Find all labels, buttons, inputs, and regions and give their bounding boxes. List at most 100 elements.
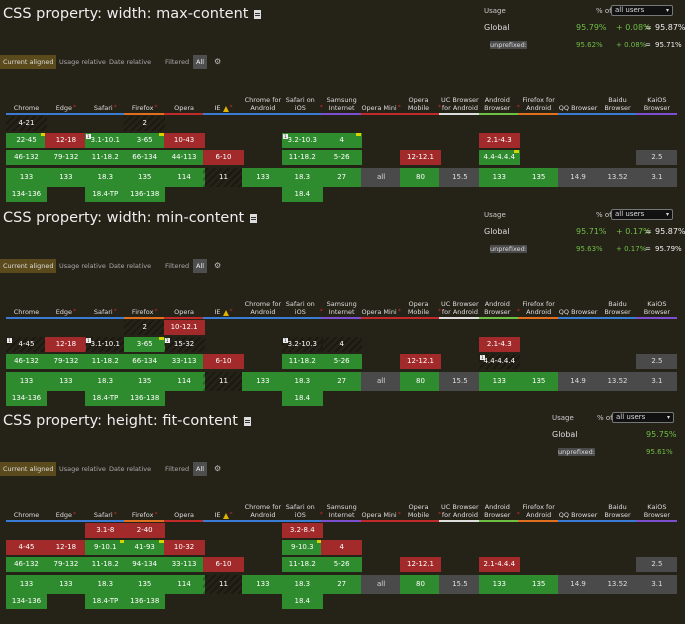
version-cell[interactable]: 133 — [45, 372, 87, 391]
version-cell[interactable]: 4-45 — [6, 540, 47, 555]
version-cell[interactable]: 3.1-10.1 1 — [84, 133, 126, 148]
version-cell[interactable]: 11 — [203, 168, 244, 187]
tab-filtered[interactable]: Filtered — [165, 262, 190, 270]
tab-usage-relative[interactable]: Usage relative — [59, 465, 106, 473]
version-cell[interactable]: all — [360, 168, 402, 187]
version-cell[interactable]: 12-18 — [45, 337, 87, 352]
users-select[interactable]: all users — [611, 5, 673, 16]
version-cell[interactable]: 14.9 — [557, 575, 599, 594]
browser-header[interactable]: Opera Mini * — [361, 77, 402, 112]
browser-header[interactable]: Android Browser * — [479, 484, 520, 519]
version-cell[interactable]: 133 — [6, 575, 47, 594]
gear-icon[interactable]: ⚙ — [214, 261, 222, 270]
version-cell[interactable]: 2 — [124, 116, 166, 131]
version-cell[interactable]: 133 — [242, 372, 284, 391]
version-cell[interactable]: 5-26 — [321, 354, 363, 369]
version-cell[interactable]: 135 — [518, 168, 560, 187]
version-cell[interactable]: 10-32 — [163, 540, 205, 555]
version-cell[interactable]: 12-18 — [45, 133, 87, 148]
browser-header[interactable]: KaiOS Browser — [636, 77, 677, 112]
browser-header[interactable]: Edge * — [45, 281, 86, 316]
version-cell[interactable]: 2 — [124, 320, 166, 335]
version-cell[interactable]: 15.5 — [439, 372, 481, 391]
version-cell[interactable]: 79-132 — [45, 557, 87, 572]
version-cell[interactable]: 3.2-10.3 1 — [281, 337, 323, 352]
browser-header[interactable]: Baidu Browser — [597, 77, 638, 112]
tab-date-relative[interactable]: Date relative — [109, 262, 152, 270]
version-cell[interactable]: 80 — [400, 372, 441, 391]
version-cell[interactable]: 4.4-4.4.4 — [478, 150, 520, 165]
browser-header[interactable]: Chrome for Android — [242, 281, 283, 316]
version-cell[interactable]: 5-26 — [321, 557, 363, 572]
version-cell[interactable]: 18.4 — [281, 391, 323, 406]
version-cell[interactable]: 114 — [163, 575, 205, 594]
version-cell[interactable]: 4 — [321, 337, 363, 352]
tab-usage-relative[interactable]: Usage relative — [59, 262, 106, 270]
version-cell[interactable]: 2.1-4.3 — [478, 337, 520, 352]
version-cell[interactable]: 18.4-TP — [84, 187, 126, 202]
browser-header[interactable]: Safari * — [85, 77, 126, 112]
browser-header[interactable]: Opera Mini * — [361, 281, 402, 316]
browser-header[interactable]: Edge * — [45, 77, 86, 112]
tab-all[interactable]: All — [193, 55, 208, 69]
browser-header[interactable]: Opera — [164, 484, 205, 519]
version-cell[interactable]: 66-134 — [124, 150, 166, 165]
version-cell[interactable]: 11-18.2 — [84, 150, 126, 165]
version-cell[interactable]: 13.52 — [597, 575, 638, 594]
version-cell[interactable]: all — [360, 372, 402, 391]
browser-header[interactable]: Opera — [164, 281, 205, 316]
browser-header[interactable]: Opera Mobile * — [400, 77, 441, 112]
version-cell[interactable]: 114 — [163, 372, 205, 391]
version-cell[interactable]: 14.9 — [557, 168, 599, 187]
gear-icon[interactable]: ⚙ — [214, 464, 222, 473]
browser-header[interactable]: Chrome for Android — [242, 77, 283, 112]
browser-header[interactable]: Baidu Browser — [597, 484, 638, 519]
browser-header[interactable]: Edge * — [45, 484, 86, 519]
version-cell[interactable]: 18.4 — [281, 594, 323, 609]
tab-all[interactable]: All — [193, 462, 208, 476]
version-cell[interactable]: 136-138 — [124, 391, 166, 406]
version-cell[interactable]: 18.4-TP — [84, 391, 126, 406]
version-cell[interactable]: 133 — [45, 168, 87, 187]
version-cell[interactable]: 4-45 1 — [6, 337, 47, 352]
browser-header[interactable]: Opera Mobile * — [400, 484, 441, 519]
browser-header[interactable]: UC Browser for Android — [439, 281, 480, 316]
version-cell[interactable]: 10-43 — [163, 133, 205, 148]
version-cell[interactable]: 3-65 — [124, 337, 166, 352]
version-cell[interactable]: 3.2-8.4 — [281, 523, 323, 538]
tab-current-aligned[interactable]: Current aligned — [0, 462, 57, 476]
tab-date-relative[interactable]: Date relative — [109, 465, 152, 473]
tab-all[interactable]: All — [193, 259, 208, 273]
version-cell[interactable]: 6-10 — [203, 557, 244, 572]
version-cell[interactable]: 66-134 — [124, 354, 166, 369]
version-cell[interactable]: 12-12.1 — [400, 150, 441, 165]
version-cell[interactable]: 4.4-4.4.4 1 — [478, 354, 520, 369]
browser-header[interactable]: Safari on iOS * — [282, 77, 323, 112]
browser-header[interactable]: Samsung Internet — [321, 484, 362, 519]
browser-header[interactable]: Opera Mobile * — [400, 281, 441, 316]
version-cell[interactable]: 2.5 — [636, 557, 678, 572]
browser-header[interactable]: IE * — [203, 484, 244, 519]
version-cell[interactable]: 18.4-TP — [84, 594, 126, 609]
tab-date-relative[interactable]: Date relative — [109, 58, 152, 66]
version-cell[interactable]: all — [360, 575, 402, 594]
browser-header[interactable]: Chrome — [6, 77, 47, 112]
browser-header[interactable]: Android Browser * — [479, 77, 520, 112]
version-cell[interactable]: 11-18.2 — [281, 557, 323, 572]
version-cell[interactable]: 2-40 — [124, 523, 166, 538]
version-cell[interactable]: 133 — [478, 168, 520, 187]
browser-header[interactable]: Firefox for Android — [518, 77, 559, 112]
browser-header[interactable]: Safari * — [85, 281, 126, 316]
version-cell[interactable]: 80 — [400, 168, 441, 187]
version-cell[interactable]: 10-12.1 — [163, 320, 205, 335]
version-cell[interactable]: 11 — [203, 575, 244, 594]
version-cell[interactable]: 11-18.2 — [84, 354, 126, 369]
version-cell[interactable]: 12-18 — [45, 540, 87, 555]
version-cell[interactable]: 133 — [6, 372, 47, 391]
browser-header[interactable]: KaiOS Browser — [636, 281, 677, 316]
version-cell[interactable]: 3.1-8 — [84, 523, 126, 538]
version-cell[interactable]: 133 — [478, 575, 520, 594]
version-cell[interactable]: 4-21 — [6, 116, 47, 131]
version-cell[interactable]: 18.3 — [281, 168, 323, 187]
version-cell[interactable]: 41-93 — [124, 540, 166, 555]
